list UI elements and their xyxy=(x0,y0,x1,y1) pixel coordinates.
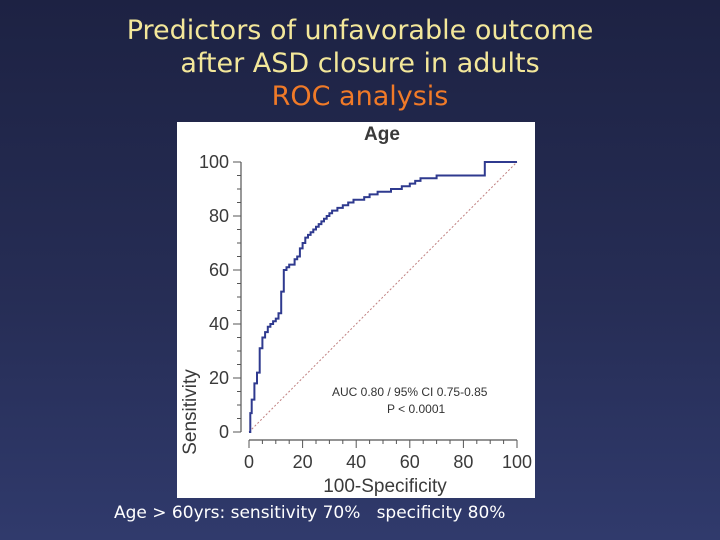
x-tick-label: 40 xyxy=(346,452,366,472)
subtitle: ROC analysis xyxy=(271,81,449,112)
roc-curve-line xyxy=(249,161,517,433)
y-tick-label: 0 xyxy=(219,422,229,442)
y-tick-label: 20 xyxy=(209,368,229,388)
x-axis-title: 100-Specificity xyxy=(323,476,447,497)
x-tick-label: 20 xyxy=(293,452,313,472)
y-axis-title: Sensitivity xyxy=(180,369,201,455)
title-line-2: after ASD closure in adults xyxy=(180,48,540,79)
auc-annotation: AUC 0.80 / 95% CI 0.75-0.85 xyxy=(332,385,488,399)
p-value-annotation: P < 0.0001 xyxy=(387,402,445,416)
title-line-1: Predictors of unfavorable outcome xyxy=(126,15,594,46)
chart-title: Age xyxy=(364,124,400,145)
roc-chart-panel: Age 100-Specificity Sensitivity AUC 0.80… xyxy=(177,122,535,498)
y-tick-label: 60 xyxy=(209,260,229,280)
x-tick-label: 80 xyxy=(453,452,473,472)
x-tick-label: 60 xyxy=(400,452,420,472)
slide-title: Predictors of unfavorable outcome after … xyxy=(0,14,720,113)
footer-specificity: specificity 80% xyxy=(376,503,506,523)
reference-diagonal-line xyxy=(248,161,518,433)
y-tick-label: 40 xyxy=(209,314,229,334)
roc-chart: Age 100-Specificity Sensitivity AUC 0.80… xyxy=(180,124,532,497)
footer-sensitivity: Age > 60yrs: sensitivity 70% xyxy=(114,503,361,523)
y-tick-label: 100 xyxy=(199,152,229,172)
footer-text: Age > 60yrs: sensitivity 70% specificity… xyxy=(114,503,714,523)
x-tick-label: 100 xyxy=(502,452,532,472)
x-tick-label: 0 xyxy=(244,452,254,472)
y-tick-label: 80 xyxy=(209,206,229,226)
